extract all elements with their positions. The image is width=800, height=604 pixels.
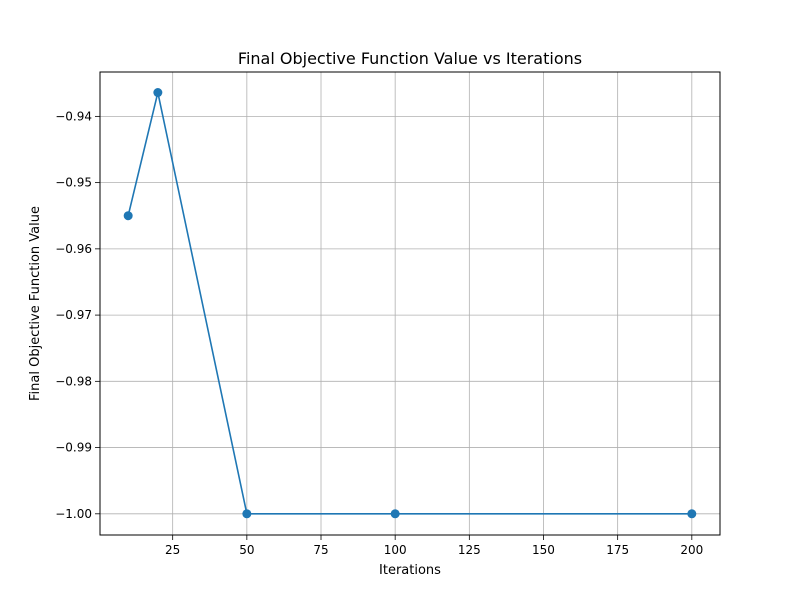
x-tick-label: 75 bbox=[313, 543, 328, 557]
data-point bbox=[390, 509, 400, 519]
data-point bbox=[123, 211, 133, 221]
x-tick-label: 100 bbox=[384, 543, 407, 557]
y-axis-label: Final Objective Function Value bbox=[28, 206, 43, 401]
x-tick-label: 200 bbox=[680, 543, 703, 557]
y-tick-label: −0.95 bbox=[55, 176, 92, 190]
x-tick-label: 150 bbox=[532, 543, 555, 557]
grid bbox=[100, 72, 720, 535]
y-tick-label: −0.94 bbox=[55, 109, 92, 123]
ticks: 25 50 75 100 125 150 175 200 −0.94 −0.95 −0.96 −0.9… bbox=[55, 109, 703, 557]
data-point bbox=[242, 509, 252, 519]
x-tick-label: 175 bbox=[606, 543, 629, 557]
y-tick-label: −1.00 bbox=[55, 507, 92, 521]
data-point bbox=[687, 509, 697, 519]
y-tick-label: −0.96 bbox=[55, 242, 92, 256]
y-tick-label: −0.99 bbox=[55, 441, 92, 455]
x-tick-label: 25 bbox=[165, 543, 180, 557]
series-layer bbox=[123, 88, 697, 519]
plot-area-frame bbox=[99, 71, 721, 536]
chart-title: Final Objective Function Value vs Iterat… bbox=[238, 49, 582, 68]
x-tick-label: 50 bbox=[239, 543, 254, 557]
x-tick-label: 125 bbox=[458, 543, 481, 557]
x-axis-label: Iterations bbox=[379, 563, 441, 578]
y-tick-label: −0.97 bbox=[55, 308, 92, 322]
data-point bbox=[153, 88, 163, 98]
y-tick-label: −0.98 bbox=[55, 374, 92, 388]
